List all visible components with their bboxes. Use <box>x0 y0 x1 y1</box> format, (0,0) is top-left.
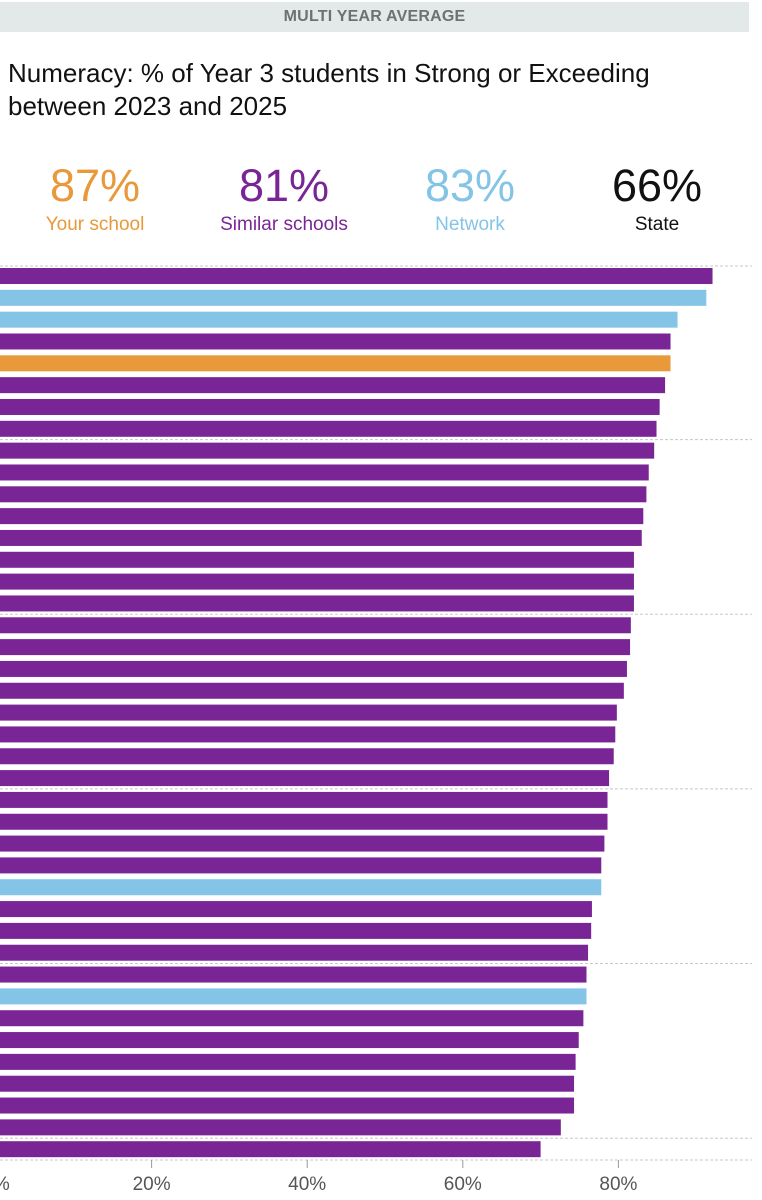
bar-your-school <box>0 355 671 372</box>
bar-chart: 0% 20% 40% 60% 80% <box>0 265 752 1195</box>
bar-similar <box>0 1119 561 1136</box>
bar-network <box>0 879 602 896</box>
chart-title: Numeracy: % of Year 3 students in Strong… <box>8 58 650 121</box>
bar-similar <box>0 377 666 394</box>
bar-similar <box>0 639 631 656</box>
x-tick-label: 20% <box>133 1174 171 1195</box>
stat-state-label: State <box>634 214 680 235</box>
bar-similar <box>0 268 713 284</box>
bar-similar <box>0 442 655 459</box>
bar-similar <box>0 464 649 481</box>
stat-your-school: 87% Your school <box>5 158 185 238</box>
bar-similar <box>0 682 624 699</box>
bar-network <box>0 311 678 328</box>
bar-network <box>0 988 587 1005</box>
bar-similar <box>0 901 592 918</box>
bar-similar <box>0 1010 584 1027</box>
bar-similar <box>0 420 657 437</box>
x-tick-label: 0% <box>0 1174 10 1195</box>
bar-similar <box>0 333 671 350</box>
stat-network-value: 83% <box>424 160 516 211</box>
bar-similar <box>0 529 642 546</box>
banner: MULTI YEAR AVERAGE <box>0 2 749 32</box>
stat-similar-schools: 81% Similar schools <box>194 158 374 238</box>
stat-your-school-value: 87% <box>49 160 141 211</box>
stat-network-label: Network <box>435 214 505 235</box>
bar-similar <box>0 1053 576 1070</box>
stat-similar-schools-value: 81% <box>238 160 330 211</box>
bar-similar <box>0 1075 575 1092</box>
bar-similar <box>0 1032 579 1049</box>
bar-similar <box>0 660 627 677</box>
stat-your-school-label: Your school <box>45 214 145 235</box>
bar-similar <box>0 595 634 612</box>
bar-similar <box>0 813 608 830</box>
stat-state: 66% State <box>567 158 747 238</box>
bar-similar <box>0 944 589 961</box>
bar-similar <box>0 551 634 568</box>
bar-similar <box>0 770 610 787</box>
stat-similar-schools-label: Similar schools <box>220 214 348 235</box>
bar-similar <box>0 617 631 634</box>
bar-similar <box>0 966 587 983</box>
stat-network: 83% Network <box>380 158 560 238</box>
bar-similar <box>0 748 614 765</box>
bar-similar <box>0 704 617 721</box>
bar-similar <box>0 857 602 874</box>
bar-similar <box>0 726 616 743</box>
bar-network <box>0 289 707 306</box>
x-tick-label: 40% <box>288 1174 326 1195</box>
bar-similar <box>0 508 644 525</box>
x-tick-label: 60% <box>444 1174 482 1195</box>
bar-similar <box>0 1097 575 1114</box>
bar-similar <box>0 573 634 590</box>
bar-similar <box>0 835 605 852</box>
stat-state-value: 66% <box>611 160 703 211</box>
bar-similar <box>0 398 660 415</box>
x-tick-label: 80% <box>599 1174 637 1195</box>
bar-similar <box>0 486 647 503</box>
bar-similar <box>0 791 608 808</box>
bar-similar <box>0 922 592 939</box>
bar-similar <box>0 1141 541 1158</box>
